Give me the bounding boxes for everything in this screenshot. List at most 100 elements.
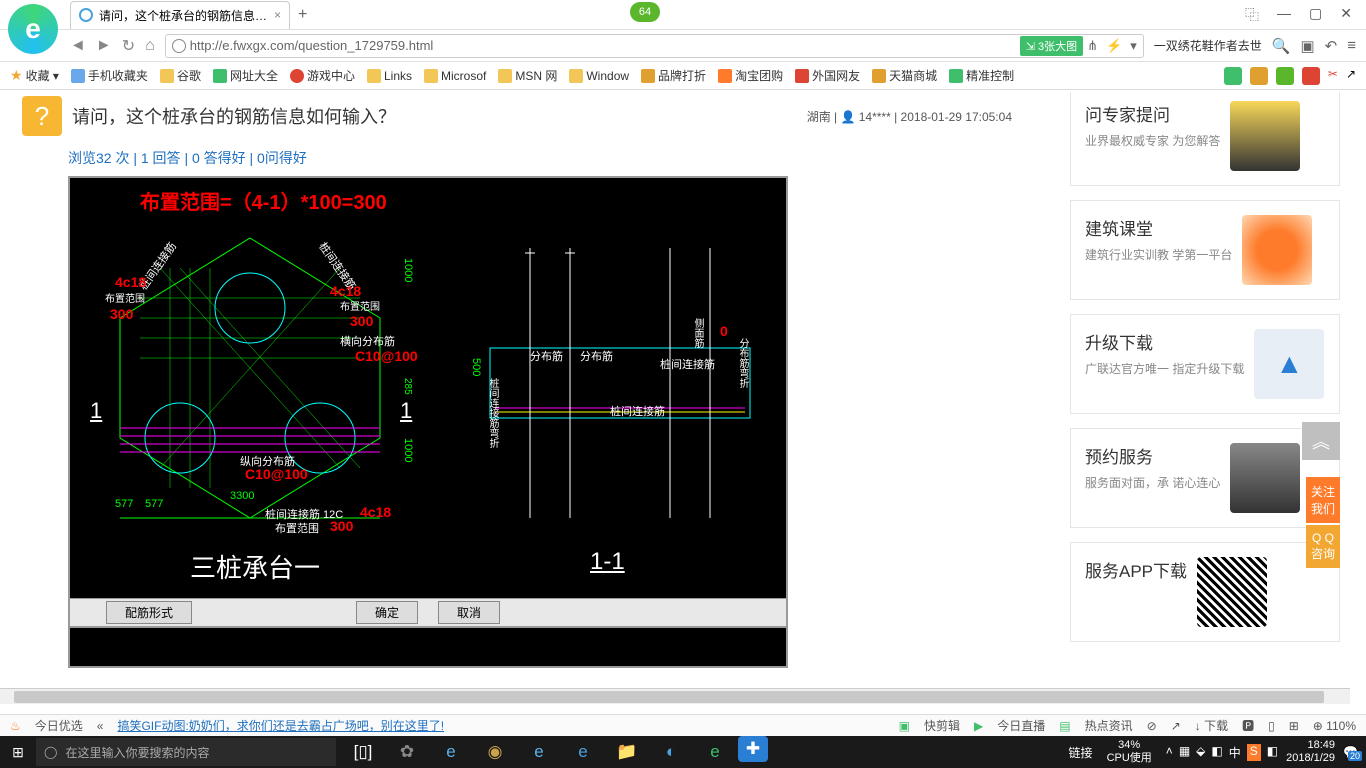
cad-btn-rebar[interactable]: 配筋形式 xyxy=(106,601,192,624)
card-title: 服务APP下载 xyxy=(1085,557,1187,582)
bm-foreign[interactable]: 外国网友 xyxy=(795,67,860,84)
info-live[interactable]: 今日直播 xyxy=(997,717,1045,734)
window-pin-icon[interactable]: ⿻ xyxy=(1245,5,1259,25)
edge-icon[interactable]: e xyxy=(430,736,472,768)
app4-icon[interactable]: ◐ xyxy=(650,736,692,768)
ext-b-icon[interactable] xyxy=(1250,67,1268,85)
qq-button[interactable]: Q Q 咨询 xyxy=(1306,525,1340,568)
bm-sites[interactable]: 网址大全 xyxy=(213,67,278,84)
ext-e-icon[interactable]: ↗ xyxy=(1346,67,1356,85)
search-hint[interactable]: 一双绣花鞋作者去世 xyxy=(1154,37,1262,54)
misc3-icon[interactable]: 🅿 xyxy=(1242,717,1254,734)
cad-btn-ok[interactable]: 确定 xyxy=(356,601,418,624)
ie-icon[interactable]: e xyxy=(562,736,604,768)
bm-tmall[interactable]: 天猫商城 xyxy=(872,67,937,84)
scroll-top-button[interactable]: ︽ xyxy=(1302,422,1340,460)
ext-c-icon[interactable] xyxy=(1276,67,1294,85)
cad-lbl-v2: C10@100 xyxy=(245,466,308,482)
scissors-icon[interactable]: ✂ xyxy=(1328,67,1338,85)
misc1-icon[interactable]: ⊘ xyxy=(1147,719,1157,733)
tray-a-icon[interactable]: ▦ xyxy=(1179,744,1190,761)
bm-mobile[interactable]: 手机收藏夹 xyxy=(71,67,148,84)
news-icon[interactable]: ▤ xyxy=(1059,719,1070,733)
bm-taobao[interactable]: 淘宝团购 xyxy=(718,67,783,84)
card-service[interactable]: 预约服务服务面对面，承 诺心连心 xyxy=(1070,428,1340,528)
misc5-icon[interactable]: ⊞ xyxy=(1289,719,1299,733)
info-hot[interactable]: 热点资讯 xyxy=(1085,717,1133,734)
cpu-meter[interactable]: 34%CPU使用 xyxy=(1101,739,1158,765)
bm-google[interactable]: 谷歌 xyxy=(160,67,201,84)
app3-icon[interactable]: e xyxy=(518,736,560,768)
bm-links[interactable]: Links xyxy=(367,69,412,83)
info-clip[interactable]: 快剪辑 xyxy=(924,717,960,734)
card-app[interactable]: 服务APP下载 xyxy=(1070,542,1340,642)
start-button[interactable]: ⊞ xyxy=(0,736,36,768)
360-icon[interactable]: e xyxy=(694,736,736,768)
forward-button[interactable]: ► xyxy=(96,37,112,55)
bm-brand[interactable]: 品牌打折 xyxy=(641,67,706,84)
taskbar-clock[interactable]: 18:492018/1/29 xyxy=(1286,739,1335,765)
back-button[interactable]: ◄ xyxy=(70,37,86,55)
card-class[interactable]: 建筑课堂建筑行业实训教 学第一平台 xyxy=(1070,200,1340,300)
card-download[interactable]: 升级下载广联达官方唯一 指定升级下载 ▲ xyxy=(1070,314,1340,414)
favorites-menu[interactable]: ★收藏 ▾ xyxy=(10,67,59,84)
reload-button[interactable]: ↻ xyxy=(122,36,135,56)
url-tag[interactable]: ⇲ 3张大图 xyxy=(1020,36,1083,56)
follow-button[interactable]: 关注 我们 xyxy=(1306,477,1340,523)
ime-icon[interactable]: 中 xyxy=(1229,744,1241,761)
search-icon[interactable]: 🔍 xyxy=(1272,37,1291,55)
app1-icon[interactable]: ✿ xyxy=(386,736,428,768)
action-center-icon[interactable]: 💬20 xyxy=(1343,745,1358,759)
ext1-icon[interactable]: ▣ xyxy=(1300,37,1314,55)
menu-icon[interactable]: ≡ xyxy=(1347,37,1356,54)
app2-icon[interactable]: ◉ xyxy=(474,736,516,768)
bm-ms[interactable]: Microsof xyxy=(424,69,486,83)
url-box[interactable]: ⇲ 3张大图 ⋔ ⚡ ▾ xyxy=(165,34,1144,58)
dropdown-icon[interactable]: ▾ xyxy=(1130,38,1137,54)
window-close-icon[interactable]: ✕ xyxy=(1340,5,1352,25)
bolt-icon[interactable]: ⚡ xyxy=(1106,38,1122,54)
window-max-icon[interactable]: ▢ xyxy=(1309,5,1322,25)
link-label[interactable]: 链接 xyxy=(1069,744,1093,761)
tray-up-icon[interactable]: ˄ xyxy=(1166,744,1173,761)
live-icon[interactable]: ▶ xyxy=(974,719,983,733)
bm-games[interactable]: 游戏中心 xyxy=(290,67,355,84)
url-input[interactable] xyxy=(190,38,1016,53)
share-icon[interactable]: ⋔ xyxy=(1087,38,1098,54)
cad-btn-cancel[interactable]: 取消 xyxy=(438,601,500,624)
browser-logo[interactable]: e xyxy=(8,4,58,54)
tray-b-icon[interactable]: ⬙ xyxy=(1196,744,1205,761)
question-header: ? 请问，这个桩承台的钢筋信息如何输入？ 湖南 | 👤 14**** | 201… xyxy=(12,92,1022,140)
browser-tab[interactable]: 请问，这个桩承台的钢筋信息如何 × xyxy=(70,1,290,29)
chevron-icon[interactable]: « xyxy=(97,719,104,733)
bm-precise[interactable]: 精准控制 xyxy=(949,67,1014,84)
tray-e-icon[interactable]: ◧ xyxy=(1267,744,1278,761)
h-scroll-thumb[interactable] xyxy=(14,691,1324,703)
zoom-label[interactable]: ⊕ 110% xyxy=(1313,719,1356,733)
ext-d-icon[interactable] xyxy=(1302,67,1320,85)
taskbar-search[interactable]: ◯ 在这里输入你要搜索的内容 xyxy=(36,738,336,766)
tray-c-icon[interactable]: ◧ xyxy=(1211,744,1222,761)
misc4-icon[interactable]: ▯ xyxy=(1268,719,1275,733)
misc2-icon[interactable]: ↗ xyxy=(1171,719,1181,733)
clip-icon[interactable]: ▣ xyxy=(899,719,910,733)
tab-close-icon[interactable]: × xyxy=(274,8,281,22)
h-scrollbar[interactable] xyxy=(0,688,1350,704)
taskview-icon[interactable]: [▯] xyxy=(342,736,384,768)
ext-a-icon[interactable] xyxy=(1224,67,1242,85)
info-today[interactable]: 今日优选 xyxy=(35,717,83,734)
tray-d-icon[interactable]: S xyxy=(1247,744,1261,761)
question-page: ? 请问，这个桩承台的钢筋信息如何输入？ 湖南 | 👤 14**** | 201… xyxy=(12,92,1022,692)
bm-msn[interactable]: MSN 网 xyxy=(498,67,557,84)
notification-badge[interactable]: 64 xyxy=(630,2,660,22)
bm-window[interactable]: Window xyxy=(569,69,629,83)
card-expert[interactable]: 问专家提问业界最权威专家 为您解答 xyxy=(1070,92,1340,186)
info-news-link[interactable]: 搞笑GIF动图:奶奶们，求你们还是去霸占广场吧，别在这里了! xyxy=(117,717,444,734)
explorer-icon[interactable]: 📁 xyxy=(606,736,648,768)
home-button[interactable]: ⌂ xyxy=(145,37,155,55)
undo-icon[interactable]: ↶ xyxy=(1325,37,1338,55)
new-tab-button[interactable]: + xyxy=(298,6,307,24)
info-dl[interactable]: ↓ 下载 xyxy=(1195,717,1228,734)
window-min-icon[interactable]: — xyxy=(1277,5,1291,25)
app5-icon[interactable]: ✚ xyxy=(738,736,768,762)
